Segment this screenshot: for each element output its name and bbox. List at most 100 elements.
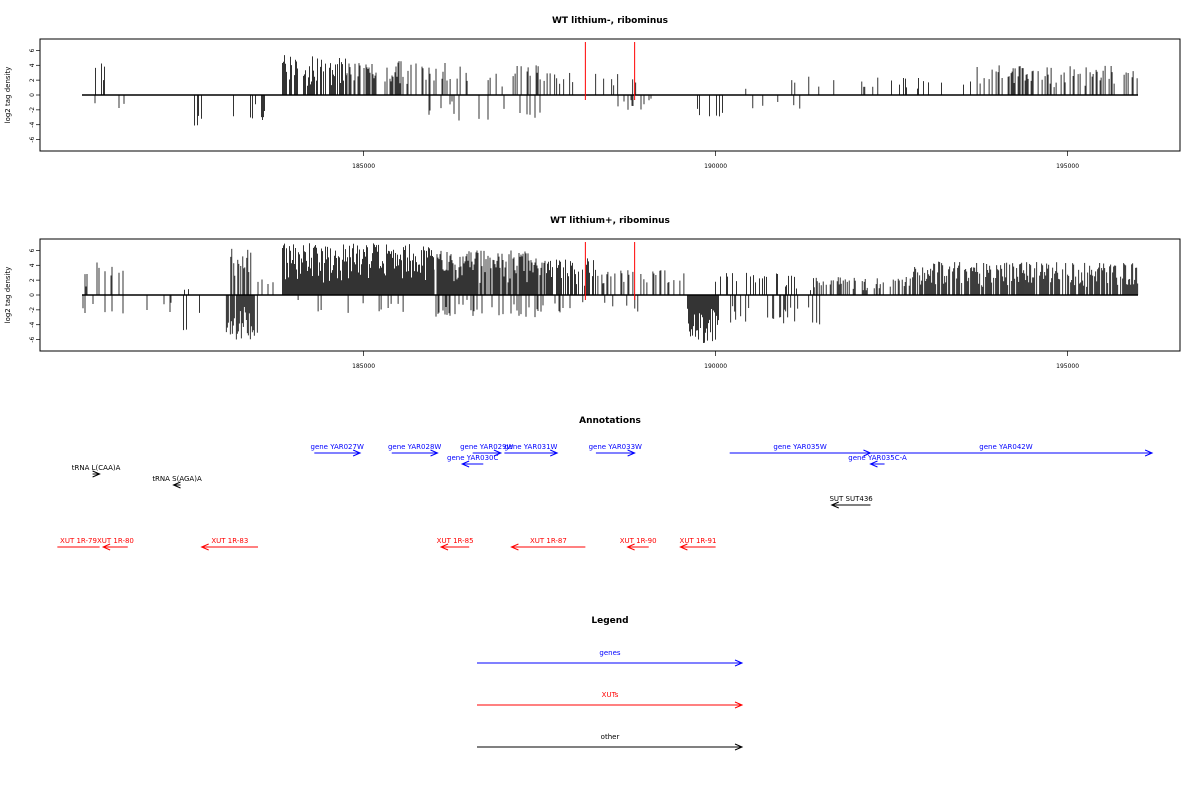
arrow-head [510,543,519,551]
annotation-label: gene YAR035C-A [848,454,907,462]
annotation-other: SUT SUT436 [829,495,873,509]
annotation-other: tRNA L(CAA)A [72,464,121,478]
annotation-xut: XUT 1R-91 [679,537,717,551]
annotation-label: gene YAR028W [388,443,441,451]
legend-arrow [477,659,744,667]
arrow-head [200,543,209,551]
y-tick-label: 4 [29,63,36,67]
annotation-xut: XUT 1R-85 [437,537,474,551]
annotation-arrow [101,543,128,551]
annotation-label: XUT 1R-87 [530,537,567,545]
legend-arrow [477,701,744,709]
annotation-gene: gene YAR035C-A [848,454,907,468]
annotations-track: gene YAR027W gene YAR028W gene YAR029Wgene… [57,443,1154,551]
annotation-xut: XUT 1R-87 [510,537,586,551]
annotation-arrow [439,543,470,551]
annotation-xut: XUT 1R-80 [97,537,134,551]
density-bars [82,243,1139,343]
annotation-arrow [869,460,885,468]
annotation-arrow [92,470,101,478]
annotation-label: XUT 1R-83 [211,537,248,545]
x-tick-label: 185000 [352,363,375,370]
density-bars [94,55,1138,126]
panel2-title: WT lithium+, ribominus [550,216,670,226]
arrow-head [626,543,635,551]
annotation-arrow [504,449,559,457]
annotation-arrow [460,460,484,468]
y-tick-label: -4 [29,122,36,128]
annotation-label: XUT 1R-91 [680,537,717,545]
annotation-xut: XUT 1R-79 [57,537,100,548]
annotation-arrow [172,481,181,489]
annotations-title: Annotations [579,416,641,426]
arrow-head [1144,449,1154,457]
panel1-title: WT lithium-, ribominus [552,16,668,26]
y-tick-label: 4 [29,263,36,267]
arrow-head [352,449,362,457]
track-panel-lithium-plus: 6 4 2 0 -2 -4 -6 log2 tag density 185000 190000 19… [4,238,1181,370]
legend-label: genes [599,649,620,657]
arrow-head [734,659,744,667]
annotation-arrow [626,543,649,551]
arrow-head [627,449,636,457]
annotation-other: tRNA S(AGA)A [152,475,202,489]
annotation-gene: gene YAR028W [388,443,441,457]
annotation-label: gene YAR030C [447,454,498,462]
y-axis-label: log2 tag density [4,67,12,124]
annotation-label: gene YAR033W [589,443,642,451]
legend-arrow [477,743,744,751]
y-tick-label: 6 [29,48,36,52]
arrow-head [734,743,744,751]
arrow-head [172,481,181,489]
y-tick-label: -2 [29,307,36,313]
annotation-label: XUT 1R-79 [60,537,97,545]
annotation-label: gene YAR042W [979,443,1032,451]
arrow-head [439,543,449,551]
y-tick-label: -2 [29,107,36,113]
y-tick-label: 6 [29,248,36,252]
annotation-arrow [472,449,503,457]
annotation-label: XUT 1R-85 [437,537,474,545]
annotation-label: XUT 1R-80 [97,537,134,545]
annotation-label: gene YAR027W [311,443,364,451]
x-tick-label: 195000 [1056,163,1079,170]
y-tick-label: 0 [29,93,36,97]
annotation-label: tRNA S(AGA)A [152,475,202,483]
arrow-head [830,501,839,509]
y-tick-label: 2 [29,78,36,82]
arrow-head [869,460,878,468]
arrow-head [101,543,111,551]
annotation-label: SUT SUT436 [829,495,873,503]
arrow-head [734,701,744,709]
annotation-gene: gene YAR042W [859,443,1154,457]
annotation-arrow [200,543,258,551]
x-tick-label: 195000 [1056,363,1079,370]
legend-label: XUTs [602,691,619,699]
x-tick-label: 190000 [704,363,727,370]
annotation-arrow [510,543,586,551]
y-tick-label: -6 [29,336,36,342]
arrow-head [460,460,470,468]
annotation-arrow [391,449,439,457]
annotation-arrow [830,501,871,509]
legend: genes XUTs other [477,649,744,751]
legend-label: other [601,733,620,741]
annotation-label: gene YAR035W [773,443,826,451]
x-tick-label: 185000 [352,163,375,170]
annotation-label: tRNA L(CAA)A [72,464,121,472]
y-axis-label: log2 tag density [4,267,12,324]
arrow-head [430,449,439,457]
annotation-gene: gene YAR030C [447,454,499,468]
arrow-head [92,470,101,478]
y-tick-label: 2 [29,278,36,282]
track-panel-lithium-minus: 6 4 2 0 -2 -4 -6 log2 tag density 185000 190000 19… [4,38,1181,170]
legend-item-gene: genes [477,649,744,667]
y-tick-label: -6 [29,136,36,142]
annotation-arrow [679,543,716,551]
arrow-head [550,449,559,457]
annotation-label: XUT 1R-90 [620,537,657,545]
x-tick-label: 190000 [704,163,727,170]
arrow-head [679,543,688,551]
y-tick-label: -4 [29,322,36,328]
